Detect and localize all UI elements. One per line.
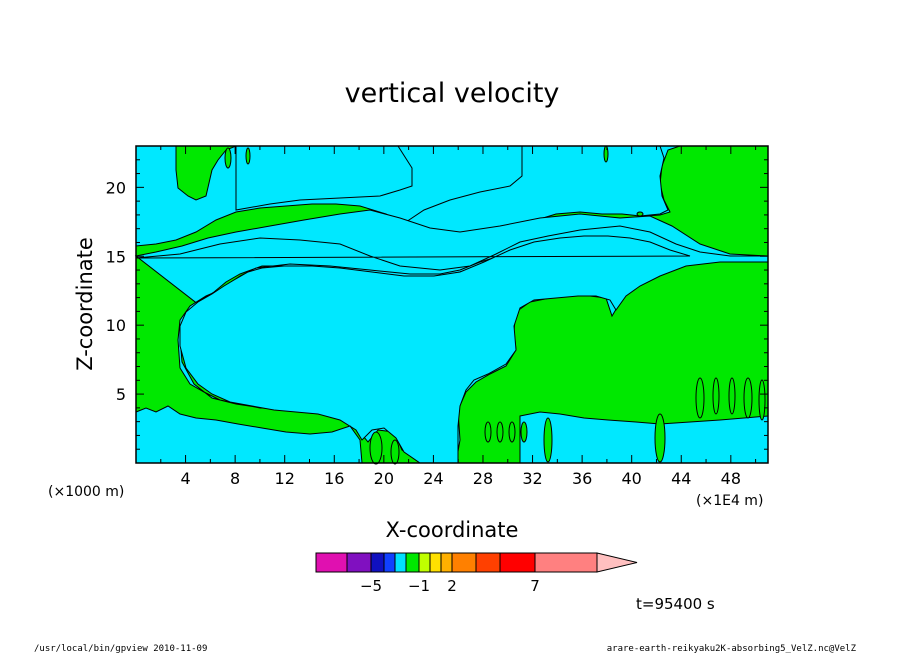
island [743, 377, 753, 419]
plot-frame [135, 145, 769, 464]
x-tick-label: 16 [324, 469, 344, 488]
y-tick-label: 20 [106, 178, 126, 197]
x-tick-label: 44 [671, 469, 691, 488]
x-tick-label: 12 [275, 469, 295, 488]
x-tick-label: 4 [180, 469, 190, 488]
island [245, 147, 251, 165]
island [728, 377, 736, 415]
colorbar-label: −1 [408, 577, 430, 595]
colorbar-swatch [346, 552, 372, 573]
colorbar-swatch [394, 552, 407, 573]
island [224, 147, 232, 169]
colorbar-swatch [429, 552, 442, 573]
y-tick-label: 5 [116, 385, 126, 404]
x-tick-label: 40 [622, 469, 642, 488]
y-axis-label: Z-coordinate [73, 237, 97, 371]
colorbar-swatch [451, 552, 477, 573]
island [712, 377, 720, 415]
colorbar: −5 −1 2 7 [315, 552, 638, 595]
x-tick-label: 24 [423, 469, 443, 488]
island [496, 421, 504, 443]
colorbar-swatch [370, 552, 385, 573]
y-tick-label: 15 [106, 247, 126, 266]
contour-region-upper-middle [235, 145, 413, 211]
x-axis: 4 8 12 16 20 24 28 32 36 40 44 48 [160, 146, 757, 488]
island [758, 379, 766, 421]
island [543, 417, 553, 463]
island [654, 413, 666, 463]
y-tick-label: 10 [106, 316, 126, 335]
island [636, 211, 644, 217]
contour-islands [224, 145, 766, 465]
colorbar-swatch [499, 552, 536, 573]
x-tick-label: 8 [230, 469, 240, 488]
colorbar-swatch [315, 552, 348, 573]
colorbar-swatch [440, 552, 453, 573]
time-label: t=95400 s [636, 595, 715, 613]
colorbar-extension [596, 552, 638, 573]
x-unit-left: (×1000 m) [48, 484, 124, 500]
island [508, 421, 516, 443]
island [520, 421, 528, 443]
x-tick-label: 32 [522, 469, 542, 488]
x-axis-label: X-coordinate [386, 518, 519, 542]
x-tick-label: 36 [572, 469, 592, 488]
chart-title: vertical velocity [345, 78, 560, 109]
colorbar-label: −5 [360, 577, 382, 595]
x-unit-right: (×1E4 m) [696, 493, 763, 509]
colorbar-label: 2 [447, 577, 457, 595]
colorbar-swatch [383, 552, 396, 573]
island [484, 421, 492, 443]
colorbar-swatch [475, 552, 501, 573]
colorbar-swatch [534, 552, 598, 573]
y-axis: 5 10 15 20 [106, 159, 768, 450]
contour-region-bottom-left [135, 405, 363, 464]
island [390, 439, 400, 465]
footer-right: arare-earth-reikyaku2K-absorbing5_VelZ.n… [607, 644, 857, 654]
x-tick-label: 48 [721, 469, 741, 488]
x-tick-label: 28 [473, 469, 493, 488]
colorbar-swatch [405, 552, 420, 573]
colorbar-label: 7 [530, 577, 540, 595]
footer-left: /usr/local/bin/gpview 2010-11-09 [34, 644, 207, 654]
island [695, 377, 705, 419]
x-tick-label: 20 [374, 469, 394, 488]
colorbar-swatch [418, 552, 431, 573]
island [369, 431, 383, 465]
